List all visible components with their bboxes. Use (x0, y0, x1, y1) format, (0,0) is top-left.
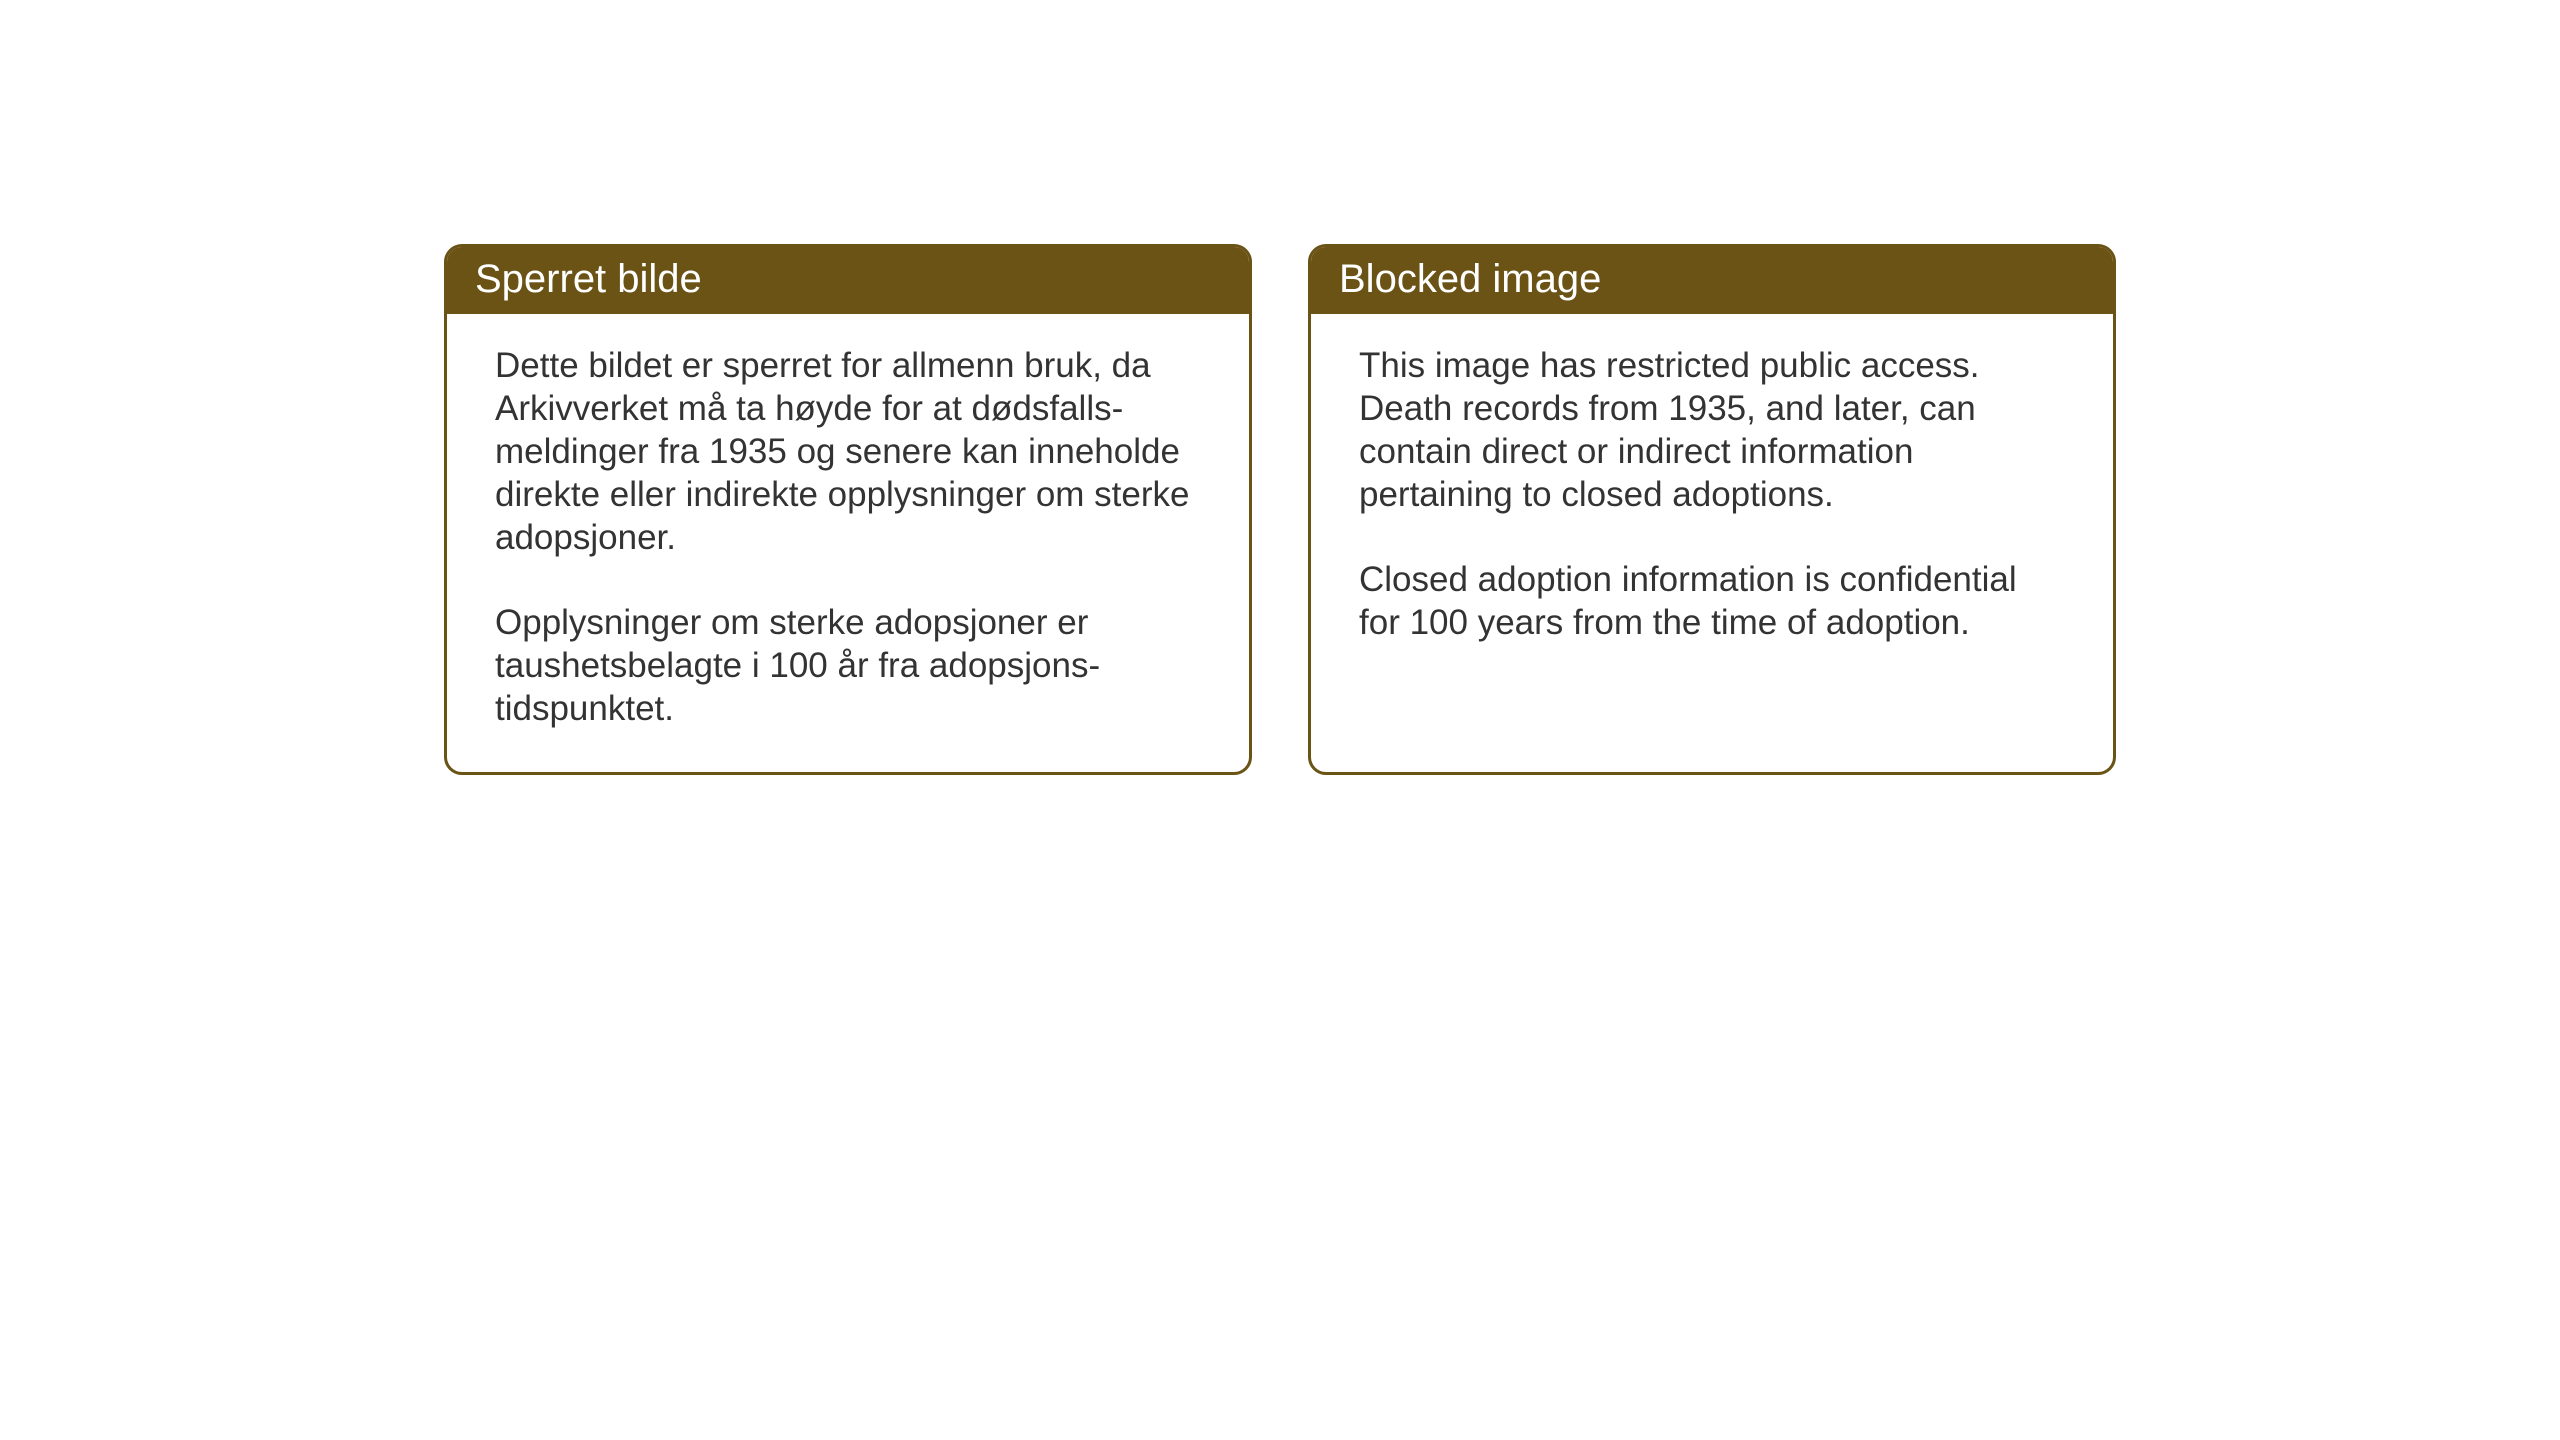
notice-title-english: Blocked image (1339, 257, 1601, 301)
notice-paragraph-norwegian-2: Opplysninger om sterke adopsjoner er tau… (495, 601, 1201, 730)
notice-body-english: This image has restricted public access.… (1311, 314, 2113, 686)
notice-card-norwegian: Sperret bilde Dette bildet er sperret fo… (444, 244, 1252, 775)
notice-header-norwegian: Sperret bilde (447, 247, 1249, 314)
notice-container: Sperret bilde Dette bildet er sperret fo… (444, 244, 2116, 775)
notice-paragraph-english-1: This image has restricted public access.… (1359, 344, 2065, 516)
notice-paragraph-english-2: Closed adoption information is confident… (1359, 558, 2065, 644)
notice-body-norwegian: Dette bildet er sperret for allmenn bruk… (447, 314, 1249, 772)
notice-card-english: Blocked image This image has restricted … (1308, 244, 2116, 775)
notice-header-english: Blocked image (1311, 247, 2113, 314)
notice-title-norwegian: Sperret bilde (475, 257, 702, 301)
notice-paragraph-norwegian-1: Dette bildet er sperret for allmenn bruk… (495, 344, 1201, 559)
